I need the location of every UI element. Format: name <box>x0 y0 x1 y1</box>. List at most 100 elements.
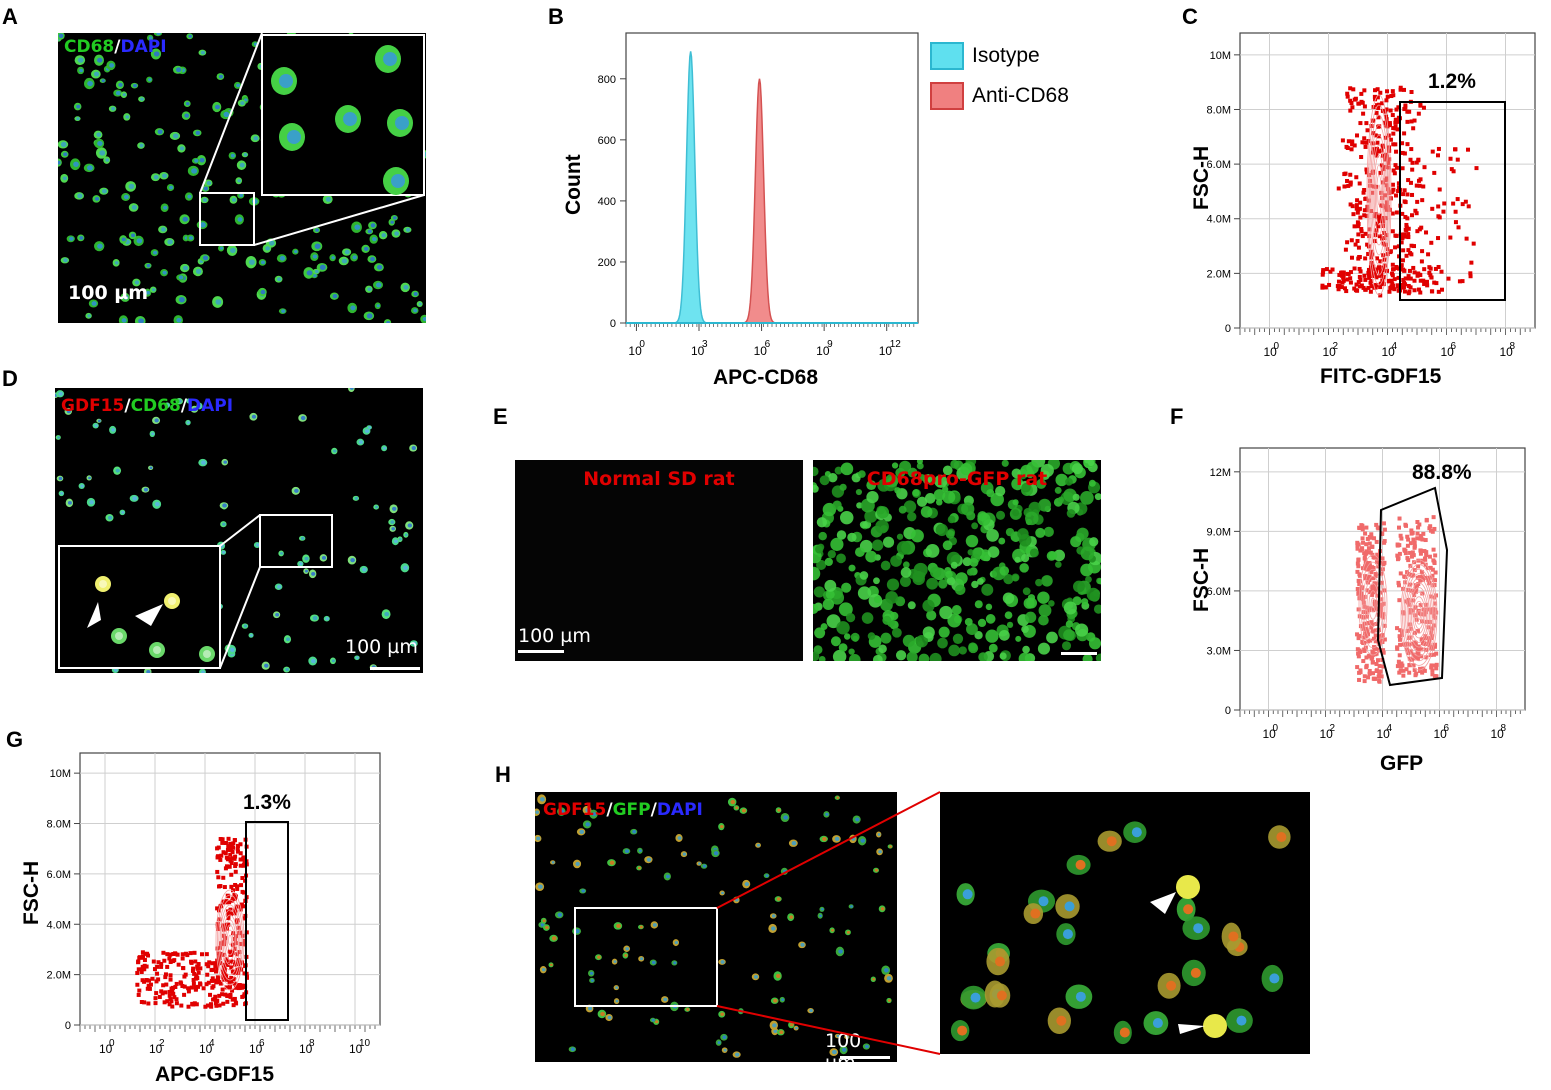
cell-nucleus <box>58 476 63 481</box>
gfp-cell <box>1011 468 1022 479</box>
event-point <box>1420 249 1425 254</box>
zoom-cell-nucleus <box>1276 832 1287 843</box>
cell-nucleus <box>188 236 194 240</box>
gfp-cell <box>872 654 883 661</box>
cell-nucleus <box>277 277 282 282</box>
event-point <box>140 950 145 955</box>
event-point <box>1418 578 1423 583</box>
event-point <box>1425 636 1430 641</box>
event-point <box>1348 202 1353 207</box>
event-point <box>1379 674 1384 679</box>
event-point <box>1373 633 1378 638</box>
event-point <box>1411 652 1416 657</box>
event-point <box>1367 173 1372 178</box>
event-point <box>1384 107 1389 112</box>
event-point <box>196 970 201 975</box>
event-point <box>216 927 221 932</box>
gfp-cell <box>924 493 936 504</box>
cell-nucleus <box>157 129 163 135</box>
event-point <box>1402 234 1407 239</box>
cell-nucleus <box>63 258 68 263</box>
event-point <box>1356 221 1361 226</box>
event-point <box>1361 610 1366 615</box>
event-point <box>1353 242 1358 247</box>
gfp-cell <box>847 532 857 543</box>
inset-cell-core <box>168 597 176 605</box>
cell-nucleus <box>391 506 397 511</box>
y-tick-label: 4.0M <box>47 919 71 931</box>
cell-nucleus <box>570 1047 575 1052</box>
x-tick-label: 10 <box>199 1042 213 1056</box>
event-point <box>168 960 173 965</box>
event-point <box>174 997 179 1002</box>
gfp-cell <box>1038 604 1052 617</box>
cell-nucleus <box>773 998 778 1003</box>
event-point <box>1362 140 1367 145</box>
gfp-cell <box>969 557 979 567</box>
event-point <box>1389 94 1394 99</box>
gfp-cell <box>942 465 953 476</box>
event-point <box>1372 536 1377 541</box>
event-point <box>1423 538 1428 543</box>
event-point <box>1382 527 1387 532</box>
event-point <box>142 958 147 963</box>
event-point <box>1375 552 1380 557</box>
event-point <box>221 875 226 880</box>
event-point <box>1349 255 1354 260</box>
gfp-cell <box>1021 554 1030 563</box>
gfp-cell <box>848 564 856 572</box>
event-point <box>1395 542 1400 547</box>
event-point <box>1460 202 1465 207</box>
event-point <box>1415 199 1420 204</box>
event-point <box>1368 289 1373 294</box>
contour-line <box>225 924 235 956</box>
event-point <box>1417 272 1422 277</box>
event-point <box>1422 282 1427 287</box>
event-point <box>238 851 243 856</box>
micrograph-a-cells <box>58 33 426 323</box>
event-point <box>167 956 172 961</box>
cell-nucleus <box>790 1023 794 1027</box>
event-point <box>1409 119 1414 124</box>
cell-nucleus <box>375 505 379 509</box>
cell-nucleus <box>765 874 769 878</box>
x-tick-exponent: 0 <box>639 339 645 350</box>
gfp-cell <box>945 570 953 579</box>
event-point <box>241 863 246 868</box>
cell-nucleus <box>121 318 127 323</box>
gfp-cell <box>852 635 859 642</box>
cell-nucleus <box>358 440 363 445</box>
event-point <box>213 994 218 999</box>
event-point <box>1366 267 1371 272</box>
event-point <box>226 844 231 849</box>
event-point <box>235 971 240 976</box>
x-tick-label: 10 <box>879 344 893 358</box>
event-point <box>1433 642 1438 647</box>
event-point <box>1421 531 1426 536</box>
event-point <box>1354 175 1359 180</box>
cell-nucleus <box>187 194 192 199</box>
event-point <box>1374 153 1379 158</box>
cell-nucleus <box>148 78 152 82</box>
cell-nucleus <box>312 274 317 278</box>
cell-nucleus <box>542 919 546 923</box>
event-point <box>1397 670 1402 675</box>
cell-nucleus <box>405 227 411 232</box>
event-point <box>168 952 173 957</box>
x-tick-exponent: 2 <box>159 1038 165 1049</box>
event-point <box>1355 210 1360 215</box>
gfp-cell <box>827 550 836 559</box>
event-point <box>194 1002 199 1007</box>
cell-nucleus <box>79 68 84 73</box>
cell-nucleus <box>541 968 546 972</box>
event-point <box>1427 642 1432 647</box>
event-point <box>1362 594 1367 599</box>
cell-nucleus <box>162 173 168 179</box>
event-point <box>1409 147 1414 152</box>
event-point <box>1449 167 1454 172</box>
event-point <box>223 851 228 856</box>
event-point <box>147 986 152 991</box>
event-point <box>209 978 214 983</box>
contour-line <box>1411 591 1427 639</box>
